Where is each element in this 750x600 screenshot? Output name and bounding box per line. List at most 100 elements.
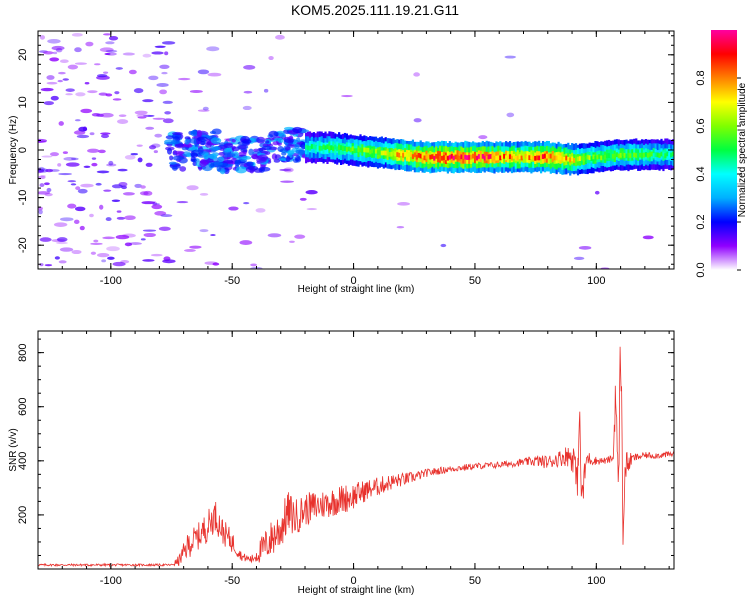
spectrogram-ridge-cell (580, 155, 583, 161)
spectrogram-ridge-cell (419, 153, 422, 159)
spectrogram-ridge-cell (413, 152, 416, 158)
spectrogram-cell (199, 192, 209, 196)
spectrogram-cell (162, 118, 174, 124)
spectrogram-ridge-cell (594, 155, 597, 161)
spectrogram-cell (506, 112, 515, 118)
spectrogram-cell (151, 204, 163, 210)
spectrogram-cell (268, 130, 279, 138)
spectrogram-ridge-cell (512, 153, 516, 159)
spectrogram-cell (74, 47, 82, 53)
spectrogram-ridge-cell (543, 153, 547, 159)
spectrogram-ridge-cell (326, 144, 329, 150)
spectrogram-ridge-cell (338, 145, 341, 150)
y-tick-label: -10 (17, 190, 29, 206)
spectrogram-cell (210, 137, 222, 144)
spectrogram-cell (203, 152, 209, 160)
spectrogram-cell (45, 168, 54, 173)
spectrogram-ridge-cell (617, 153, 620, 159)
x-tick-label: 50 (469, 275, 481, 287)
spectrogram-cell (159, 64, 170, 69)
spectrogram-ridge-cell (553, 155, 556, 161)
spectrogram-cell (194, 143, 200, 148)
spectrogram-cell (65, 162, 80, 167)
spectrogram-ridge-cell (656, 152, 659, 158)
spectrogram-ridge-cell (627, 152, 630, 158)
spectrogram-ridge-cell (390, 151, 393, 157)
spectrogram-cell (80, 183, 94, 188)
spectrogram-ridge-cell (440, 155, 444, 161)
spectrogram-cell (301, 144, 306, 150)
y-tick-label: 20 (17, 49, 29, 61)
spectrogram-ridge-cell (349, 147, 352, 153)
spectrogram-cell (242, 105, 252, 111)
y-tick-label: 200 (17, 506, 29, 524)
spectrogram-cell (190, 130, 198, 137)
spectrogram-ridge-cell (497, 155, 500, 161)
spectrogram-cell (145, 126, 155, 130)
spectrogram-cell (96, 170, 110, 174)
spectrogram-cell (96, 113, 104, 118)
colorbar-tick-label: 0.6 (695, 118, 707, 133)
spectrogram-cell (197, 69, 210, 75)
spectrogram-cell (273, 137, 283, 142)
spectrogram-cell (57, 163, 62, 167)
spectrogram-cell (79, 225, 85, 231)
spectrogram-cell (212, 146, 221, 151)
spectrogram-cell (267, 233, 282, 238)
spectrogram-cell (74, 62, 88, 65)
spectrogram-ridge-cell (629, 153, 632, 159)
spectrogram-ridge-cell (607, 153, 611, 158)
x-tick-label: -50 (224, 575, 240, 587)
spectrogram-cell (38, 140, 47, 143)
spectrogram-ridge-cell (499, 155, 502, 161)
spectrogram-cell (116, 216, 126, 220)
spectrogram-ridge-cell (668, 152, 671, 158)
spectrogram-cell (241, 155, 252, 160)
spectrogram-cell (134, 110, 148, 115)
spectrogram-ridge-cell (320, 145, 323, 151)
spectrogram-cell (134, 183, 142, 188)
spectrogram-cell (52, 51, 58, 55)
spectrogram-ridge-cell (493, 155, 496, 161)
spectrogram-cell (75, 92, 86, 97)
spectrogram-cell (136, 144, 143, 147)
spectrogram-ridge-cell (452, 155, 455, 161)
spectrogram-cell (154, 133, 163, 138)
spectrogram-cell (172, 155, 184, 161)
spectrogram-cell (210, 234, 216, 237)
spectrogram-cell (111, 184, 123, 189)
spectrogram-cell (160, 214, 173, 217)
spectrogram-ridge-cell (363, 147, 366, 153)
spectrogram-ridge-cell (392, 150, 395, 156)
spectrogram-cell (124, 154, 136, 160)
spectrogram-ridge-cell (534, 155, 537, 161)
spectrogram-cell (174, 143, 186, 149)
spectrogram-ridge-cell (310, 144, 314, 149)
spectrogram-cell (115, 234, 130, 240)
spectrogram-cell (165, 135, 174, 140)
spectrogram-cell (224, 152, 236, 158)
spectrogram-ridge-cell (541, 154, 545, 159)
spectrogram-cell (58, 71, 66, 75)
colorbar-tick-label: 0.2 (695, 214, 707, 229)
spectrogram-cell (43, 101, 54, 106)
spectrogram-cell (235, 166, 248, 174)
spectrogram-ridge-cell (503, 153, 506, 159)
spectrogram-cell (84, 82, 90, 85)
spectrogram-cell (197, 147, 204, 154)
spectrogram-ridge-cell (454, 154, 457, 160)
spectrogram-cell (39, 237, 52, 242)
spectrogram-x-axis-label: Height of straight line (km) (298, 284, 415, 295)
spectrogram-ridge-cell (604, 154, 607, 160)
spectrogram-ridge-cell (538, 155, 541, 161)
spectrogram-cell (284, 146, 291, 151)
spectrogram-ridge-cell (411, 154, 415, 159)
spectrogram-cell (295, 149, 306, 154)
spectrogram-ridge-cell (540, 154, 543, 160)
spectrogram-cell (98, 92, 108, 96)
spectrogram-ridge-cell (425, 154, 428, 159)
spectrogram-ridge-cell (495, 155, 498, 161)
spectrogram-cell (41, 155, 53, 158)
spectrogram-ridge-cell (652, 153, 655, 158)
